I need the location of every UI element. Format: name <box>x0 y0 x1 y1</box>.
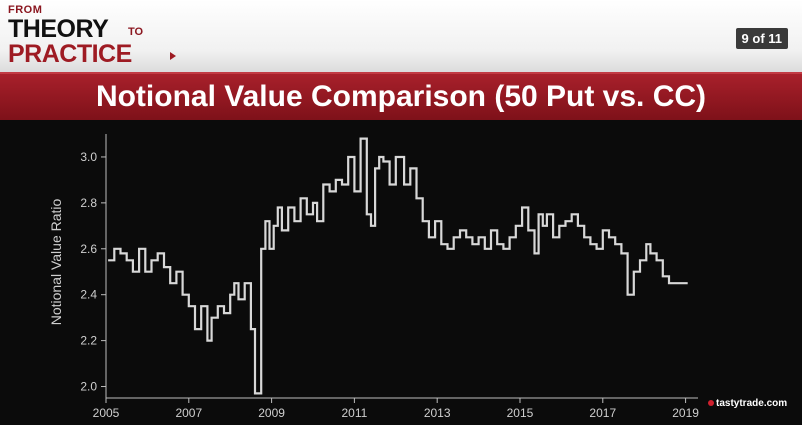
notional-value-chart: Notional Value Ratio 2.0 2.2 2.4 2.6 2.8 3.0 2… <box>48 134 699 420</box>
y-tick-label: 2.6 <box>80 242 97 256</box>
x-tick-label: 2013 <box>424 406 451 420</box>
x-tick-label: 2005 <box>93 406 120 420</box>
cherry-icon <box>708 400 714 406</box>
series-line-0 <box>108 137 688 395</box>
logo-to-text: TO <box>128 26 144 38</box>
x-tick-label: 2009 <box>258 406 285 420</box>
x-tick-label: 2011 <box>341 406 367 420</box>
y-tick-label: 2.0 <box>80 380 97 394</box>
logo-theory-text: THEORY <box>8 15 109 43</box>
header-bar: FROM THEORY TO PRACTICE 9 of 11 <box>0 0 802 72</box>
title-banner: Notional Value Comparison (50 Put vs. CC… <box>0 72 802 120</box>
y-tick-label: 3.0 <box>80 150 97 164</box>
y-tick-label: 2.8 <box>80 196 97 210</box>
brand-suffix: .com <box>763 398 788 409</box>
logo-practice-text: PRACTICE <box>8 40 132 68</box>
brand-name: tastytrade <box>716 398 764 409</box>
x-tick-label: 2007 <box>175 406 202 420</box>
x-tick-label: 2015 <box>507 406 534 420</box>
tastytrade-brand: tastytrade.com <box>708 398 788 409</box>
y-tick-label: 2.4 <box>80 288 97 302</box>
from-theory-to-practice-logo: FROM THEORY TO PRACTICE <box>8 4 176 68</box>
slide-title: Notional Value Comparison (50 Put vs. CC… <box>95 80 707 113</box>
page-indicator: 9 of 11 <box>735 28 788 49</box>
y-axis-label: Notional Value Ratio <box>48 198 64 325</box>
x-tick-label: 2019 <box>672 406 699 420</box>
x-tick-label: 2017 <box>589 406 616 420</box>
play-arrow-icon <box>170 52 176 60</box>
logo-from-text: FROM <box>8 4 43 16</box>
y-tick-label: 2.2 <box>80 334 97 348</box>
